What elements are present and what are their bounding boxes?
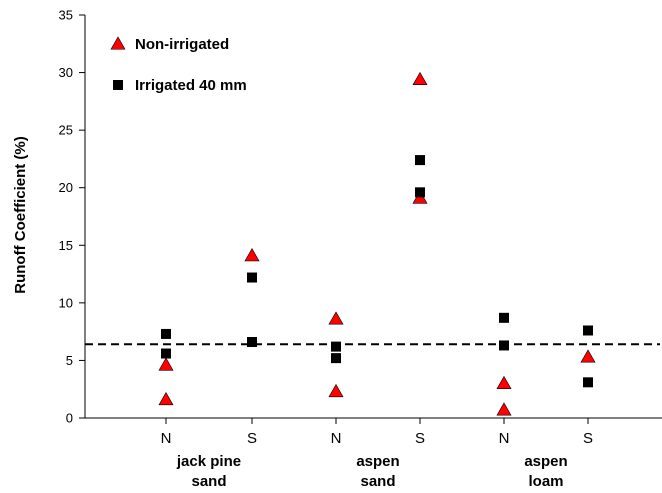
triangle-point: [329, 385, 343, 397]
square-point: [161, 329, 171, 339]
group-label-line2: sand: [360, 473, 395, 490]
square-point: [583, 377, 593, 387]
y-tick-label: 35: [59, 8, 73, 23]
legend-triangle-marker: [111, 37, 125, 49]
y-axis-label: Runoff Coefficient (%): [12, 136, 29, 293]
square-point: [331, 342, 341, 352]
y-tick-label: 10: [59, 295, 73, 310]
square-point: [247, 273, 257, 283]
x-category-label: N: [161, 430, 172, 447]
triangle-point: [245, 249, 259, 261]
group-label-line2: loam: [528, 473, 563, 490]
legend-label: Non-irrigated: [135, 36, 229, 53]
triangle-point: [159, 358, 173, 370]
y-tick-label: 0: [66, 411, 73, 426]
legend-square-marker: [113, 80, 123, 90]
x-group-labels: jack pine sand aspen sand aspen loam: [176, 453, 568, 490]
y-tick-label: 20: [59, 180, 73, 195]
square-point: [161, 349, 171, 359]
x-category-label: S: [415, 430, 425, 447]
square-point: [499, 313, 509, 323]
group-label-line1: jack pine: [176, 453, 241, 470]
square-point: [583, 325, 593, 335]
x-category-label: S: [247, 430, 257, 447]
x-category-label: S: [583, 430, 593, 447]
square-point: [415, 155, 425, 165]
x-category-label: N: [499, 430, 510, 447]
triangle-point: [329, 312, 343, 324]
legend-label: Irrigated 40 mm: [135, 77, 247, 94]
group-label-line1: aspen: [356, 453, 399, 470]
y-tick-label: 5: [66, 353, 73, 368]
square-point: [247, 337, 257, 347]
y-tick-label: 25: [59, 123, 73, 138]
legend: Non-irrigated Irrigated 40 mm: [111, 36, 247, 94]
y-tick-label: 30: [59, 65, 73, 80]
triangle-point: [497, 403, 511, 415]
triangle-point: [497, 376, 511, 388]
data-points: [159, 72, 595, 415]
triangle-point: [159, 393, 173, 405]
x-category-label: N: [331, 430, 342, 447]
group-label-line1: aspen: [524, 453, 567, 470]
y-tick-label: 15: [59, 238, 73, 253]
square-point: [415, 187, 425, 197]
axes: [85, 15, 662, 418]
triangle-point: [581, 350, 595, 362]
group-label-line2: sand: [191, 473, 226, 490]
square-point: [331, 353, 341, 363]
triangle-point: [413, 72, 427, 84]
square-point: [499, 340, 509, 350]
y-ticks: 0 5 10 15 20 25 30 35: [59, 8, 85, 426]
